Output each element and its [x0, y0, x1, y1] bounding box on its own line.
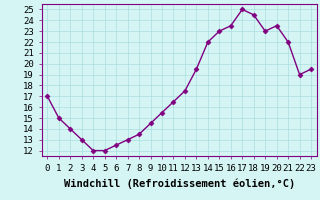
X-axis label: Windchill (Refroidissement éolien,°C): Windchill (Refroidissement éolien,°C): [64, 178, 295, 189]
